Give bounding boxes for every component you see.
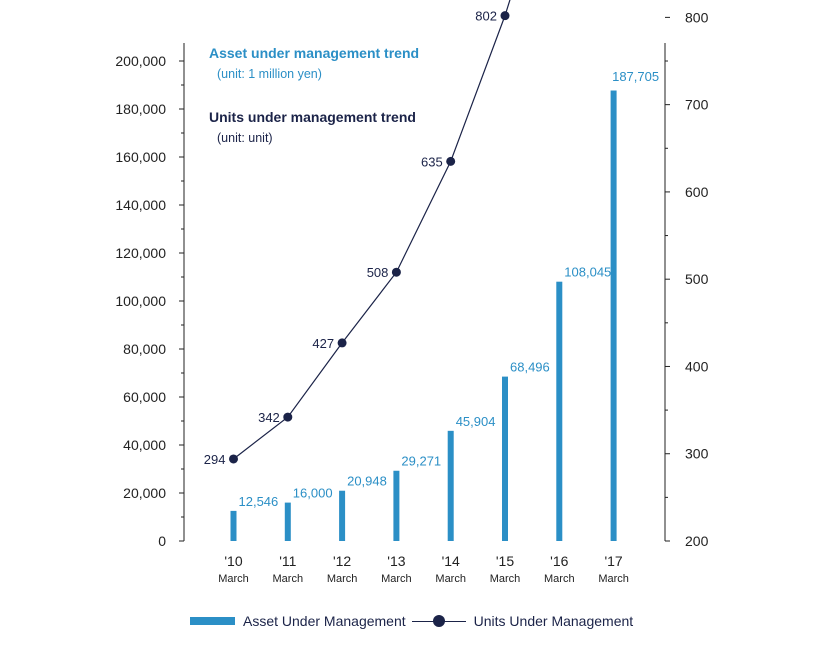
legend-bar-label: Asset Under Management bbox=[243, 613, 406, 629]
asset-bar-value-label: 20,948 bbox=[347, 474, 387, 489]
asset-annotation-unit: (unit: 1 million yen) bbox=[217, 67, 322, 81]
x-tick-label: '13 bbox=[387, 553, 405, 569]
units-point-value-label: 635 bbox=[421, 154, 443, 169]
legend-line-swatch bbox=[411, 614, 466, 628]
asset-bar bbox=[230, 510, 237, 541]
right-tick-label: 400 bbox=[685, 358, 709, 374]
units-point-value-label: 508 bbox=[367, 265, 389, 280]
x-tick-label: '16 bbox=[550, 553, 568, 569]
units-point bbox=[229, 454, 238, 464]
asset-bar bbox=[284, 502, 291, 541]
asset-bar-value-label: 16,000 bbox=[293, 486, 333, 501]
asset-bar-value-label: 68,496 bbox=[510, 360, 550, 375]
left-tick-label: 180,000 bbox=[115, 101, 166, 117]
left-tick-label: 100,000 bbox=[115, 293, 166, 309]
x-tick-label: '11 bbox=[279, 553, 296, 569]
units-point bbox=[500, 11, 510, 21]
asset-bar-value-label: 187,705 bbox=[612, 69, 659, 84]
x-tick-sublabel: March bbox=[435, 573, 466, 585]
asset-bar-value-label: 108,045 bbox=[564, 265, 611, 280]
asset-annotation-title: Asset under management trend bbox=[209, 45, 420, 61]
x-tick-label: '17 bbox=[604, 553, 622, 569]
x-tick-label: '15 bbox=[496, 553, 514, 569]
units-point-value-label: 342 bbox=[258, 410, 280, 425]
bars-group bbox=[230, 90, 617, 542]
asset-bar bbox=[339, 490, 346, 541]
legend: Asset Under Management Units Under Manag… bbox=[190, 612, 633, 630]
units-point bbox=[283, 412, 293, 422]
units-point bbox=[337, 338, 347, 348]
x-tick-sublabel: March bbox=[218, 573, 249, 585]
x-tick-sublabel: March bbox=[598, 573, 629, 585]
left-tick-label: 160,000 bbox=[115, 149, 166, 165]
right-tick-label: 800 bbox=[685, 9, 709, 25]
asset-bar bbox=[556, 281, 563, 541]
asset-bar-value-label: 12,546 bbox=[239, 494, 279, 509]
asset-bar bbox=[502, 376, 508, 541]
x-tick-label: '14 bbox=[442, 553, 460, 569]
x-tick-label: '10 bbox=[224, 553, 242, 569]
x-tick-sublabel: March bbox=[381, 573, 412, 585]
labels-group: 0 20,000 40,000 60,000 80,000 100,000 120,000 1… bbox=[115, 9, 709, 585]
line-group bbox=[229, 0, 511, 464]
x-tick-label: '12 bbox=[333, 553, 351, 569]
asset-bar bbox=[610, 90, 617, 542]
left-tick-label: 120,000 bbox=[115, 245, 166, 261]
x-tick-sublabel: March bbox=[327, 573, 358, 585]
left-tick-label: 200,000 bbox=[115, 53, 166, 69]
asset-bar bbox=[393, 470, 400, 541]
units-annotation-title: Units under management trend bbox=[209, 109, 416, 125]
left-tick-label: 40,000 bbox=[123, 437, 166, 453]
legend-bar-swatch bbox=[190, 617, 235, 625]
legend-line-label: Units Under Management bbox=[473, 613, 634, 629]
x-tick-sublabel: March bbox=[490, 573, 521, 585]
left-tick-label: 0 bbox=[158, 533, 166, 549]
units-point-value-label: 427 bbox=[312, 336, 334, 351]
x-tick-sublabel: March bbox=[544, 573, 575, 585]
units-annotation-unit: (unit: unit) bbox=[217, 131, 273, 145]
asset-bar-value-label: 29,271 bbox=[401, 454, 441, 469]
left-tick-label: 20,000 bbox=[123, 485, 166, 501]
left-tick-label: 60,000 bbox=[123, 389, 166, 405]
right-tick-label: 700 bbox=[685, 97, 709, 113]
asset-bar-value-label: 45,904 bbox=[456, 414, 496, 429]
axes-group bbox=[179, 16, 670, 542]
right-tick-label: 600 bbox=[685, 184, 709, 200]
asset-bar bbox=[447, 430, 454, 541]
units-point bbox=[446, 156, 456, 166]
left-tick-label: 140,000 bbox=[115, 197, 166, 213]
right-tick-label: 500 bbox=[685, 271, 709, 287]
units-line bbox=[233, 0, 511, 460]
right-tick-label: 200 bbox=[685, 533, 709, 549]
units-point-value-label: 802 bbox=[475, 9, 497, 24]
units-point bbox=[391, 267, 401, 277]
units-point-value-label: 294 bbox=[204, 452, 226, 467]
x-tick-sublabel: March bbox=[273, 573, 304, 585]
left-tick-label: 80,000 bbox=[123, 341, 166, 357]
right-tick-label: 300 bbox=[685, 446, 709, 462]
